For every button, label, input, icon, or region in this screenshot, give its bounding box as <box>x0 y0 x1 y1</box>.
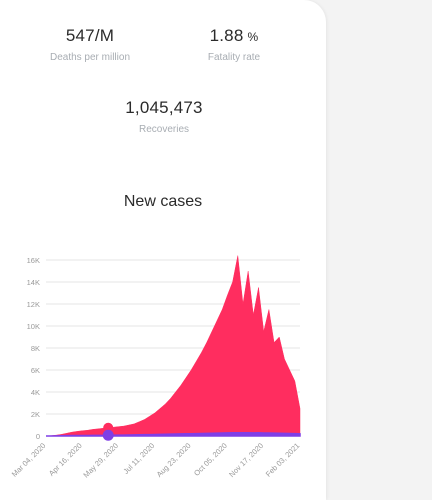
stats-card: 547/M Deaths per million 1.88% Fatality … <box>0 0 326 500</box>
y-tick-label: 6K <box>31 366 40 375</box>
fatality-rate-value-row: 1.88% <box>186 26 282 46</box>
new-cases-chart[interactable]: 0 2K 4K 6K 8K 10K 12K 14K 16K Mar 04, 2020 Apr 16… <box>0 0 326 500</box>
x-tick-label: Mar 04, 2020 <box>10 441 48 479</box>
deaths-per-million-stat: 547/M Deaths per million <box>38 26 142 63</box>
y-tick-label: 4K <box>31 388 40 397</box>
fatality-rate-unit: % <box>247 30 259 44</box>
y-tick-label: 16K <box>27 256 40 265</box>
y-tick-label: 2K <box>31 410 40 419</box>
x-tick-label: Jul 11, 2020 <box>121 441 156 476</box>
chart-title: New cases <box>123 193 203 210</box>
data-point-marker[interactable] <box>102 429 114 441</box>
secondary-area-series <box>45 431 301 437</box>
cases-area-series <box>45 255 301 437</box>
fatality-rate-value: 1.88 <box>209 26 244 45</box>
y-tick-label: 14K <box>27 278 40 287</box>
data-point-marker[interactable] <box>103 422 114 433</box>
x-tick-label: Oct 05, 2020 <box>192 441 229 478</box>
recoveries-label: Recoveries <box>138 124 190 135</box>
x-tick-label: Feb 03, 2021 <box>264 441 302 479</box>
deaths-per-million-value: 547/M <box>65 26 115 45</box>
y-tick-label: 8K <box>31 344 40 353</box>
x-tick-label: Nov 17, 2020 <box>227 441 265 479</box>
fatality-rate-stat: 1.88% Fatality rate <box>186 26 282 63</box>
fatality-rate-label: Fatality rate <box>207 52 261 63</box>
x-tick-label: Apr 16, 2020 <box>47 441 84 478</box>
deaths-per-million-label: Deaths per million <box>49 52 131 63</box>
y-tick-label: 0 <box>36 432 40 441</box>
y-tick-label: 12K <box>27 300 40 309</box>
y-tick-label: 10K <box>27 322 40 331</box>
recoveries-stat: 1,045,473 Recoveries <box>104 98 224 135</box>
x-tick-label: Aug 23, 2020 <box>155 441 193 479</box>
x-tick-label: May 29, 2020 <box>81 441 120 480</box>
recoveries-value: 1,045,473 <box>125 98 203 117</box>
